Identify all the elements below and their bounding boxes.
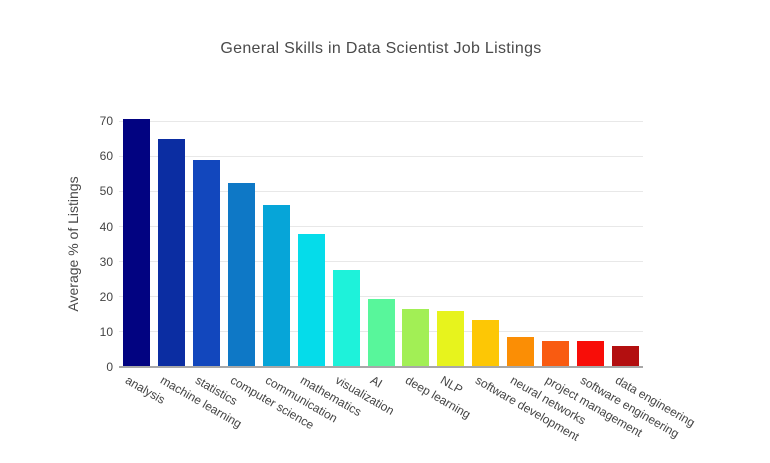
bar bbox=[437, 310, 465, 367]
y-tick-label: 10 bbox=[99, 324, 113, 339]
y-tick-label: 60 bbox=[99, 149, 113, 164]
y-tick-label: 30 bbox=[99, 254, 113, 269]
bar bbox=[262, 205, 290, 367]
x-tick-label: AI bbox=[368, 373, 385, 391]
bar bbox=[227, 182, 255, 367]
bar bbox=[472, 319, 500, 367]
y-gridline bbox=[119, 226, 643, 228]
y-tick-label: 0 bbox=[106, 360, 113, 374]
bar bbox=[192, 159, 220, 367]
y-gridline bbox=[119, 155, 643, 157]
bar bbox=[122, 119, 150, 367]
plot-area: 0 10 20 30 40 50 60 70 analysis machine learning s… bbox=[100, 105, 697, 444]
bar bbox=[612, 345, 640, 367]
y-gridline bbox=[119, 296, 643, 298]
bar bbox=[402, 309, 430, 367]
bar bbox=[157, 138, 185, 367]
bar bbox=[577, 340, 605, 367]
x-tick-label: deep learning bbox=[402, 373, 473, 422]
y-tick-label: 50 bbox=[99, 184, 113, 199]
bar bbox=[332, 270, 360, 367]
bar bbox=[542, 340, 570, 367]
x-axis-line bbox=[119, 366, 643, 368]
y-tick-label: 40 bbox=[99, 219, 113, 234]
y-gridline bbox=[119, 261, 643, 263]
bar bbox=[507, 337, 535, 367]
y-tick-label: 20 bbox=[99, 289, 113, 304]
bar bbox=[297, 233, 325, 367]
y-tick-label: 70 bbox=[99, 114, 113, 129]
y-gridline bbox=[119, 120, 643, 122]
bar bbox=[367, 298, 395, 367]
y-gridline bbox=[119, 190, 643, 192]
chart-title: General Skills in Data Scientist Job Lis… bbox=[220, 40, 542, 57]
